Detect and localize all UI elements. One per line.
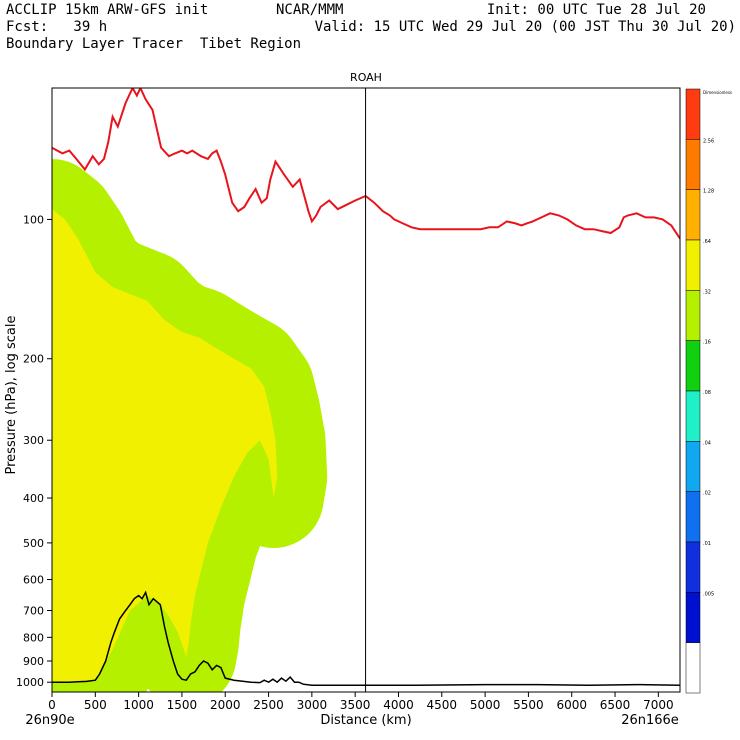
header-left-line3: Boundary Layer Tracer Tibet Region [6, 36, 302, 52]
y-tick-label: 500 [23, 537, 44, 550]
y-tick-label: 200 [23, 353, 44, 366]
chart-title: ROAH [350, 71, 382, 84]
x-tick-label: 7000 [643, 698, 674, 712]
x-tick-label: 500 [84, 698, 107, 712]
x-tick-label: 1500 [167, 698, 198, 712]
colorbar-label: .01 [703, 541, 711, 547]
x-end-label: 26n166e [621, 713, 679, 728]
colorbar-swatch [685, 88, 701, 140]
x-tick-label: 1000 [123, 698, 154, 712]
x-tick-label: 3500 [340, 698, 371, 712]
x-start-label: 26n90e [25, 713, 74, 728]
x-tick-label: 6500 [600, 698, 631, 712]
tracer-contours [52, 159, 328, 692]
y-tick-label: 100 [23, 213, 44, 226]
y-tick-label: 700 [23, 605, 44, 618]
colorbar-label: .16 [703, 340, 711, 346]
x-tick-label: 5500 [513, 698, 544, 712]
y-tick-label: 900 [23, 655, 44, 668]
colorbar-label: .32 [703, 289, 711, 295]
colorbar-swatch [685, 239, 701, 291]
y-tick-label: 800 [23, 631, 44, 644]
tracer-band-1.28 [52, 159, 328, 692]
colorbar-label: .005 [703, 591, 714, 597]
x-tick-label: 4500 [427, 698, 458, 712]
plot-frame [51, 87, 681, 693]
y-tick-label: 1000 [16, 676, 44, 689]
header-valid: Valid: 15 UTC Wed 29 Jul 20 (00 JST Thu … [314, 19, 736, 35]
colorbar-swatch [685, 642, 701, 694]
colorbar-swatch [685, 592, 701, 643]
y-tick-label: 400 [23, 492, 44, 505]
chart-lines [52, 88, 680, 692]
colorbar-label: .64 [703, 239, 711, 245]
colorbar-swatch [685, 541, 701, 593]
colorbar-swatch [685, 139, 701, 190]
header-center: NCAR/MMM [276, 2, 344, 18]
header-left-line1: ACCLIP 15km ARW-GFS init [6, 2, 209, 18]
colorbar-swatch [685, 290, 701, 341]
colorbar-label: .08 [703, 390, 711, 396]
colorbar-label: .04 [703, 440, 711, 446]
x-tick-label: 3000 [297, 698, 328, 712]
colorbar-swatch [685, 441, 701, 492]
x-tick-label: 0 [48, 698, 56, 712]
x-axis-label: Distance (km) [320, 713, 411, 728]
y-tick-label: 300 [23, 434, 44, 447]
colorbar-swatch [685, 491, 701, 543]
x-tick-label: 5000 [470, 698, 501, 712]
header-left-line2: Fcst: 39 h [6, 19, 108, 35]
colorbar-label: 2.56 [703, 138, 714, 144]
tropopause-line [52, 88, 680, 240]
terrain-line [52, 590, 680, 686]
colorbar-label: 1.28 [703, 189, 714, 195]
colorbar: Dimensionless 2.56 1.28 .64 .32 .16 .08 .04 .02.… [685, 88, 732, 694]
x-tick-label: 2000 [210, 698, 241, 712]
colorbar-label: .02 [703, 491, 711, 497]
x-tick-label: 2500 [253, 698, 284, 712]
x-tick-label: 6000 [556, 698, 587, 712]
header-init: Init: 00 UTC Tue 28 Jul 20 [486, 2, 706, 18]
y-tick-label: 600 [23, 574, 44, 587]
axes: 0 500 1000 1500 2000 2500 3000 3500 4000 4500 5000… [16, 213, 674, 712]
x-tick-label: 4000 [383, 698, 414, 712]
colorbar-swatch [685, 390, 701, 442]
colorbar-swatch [685, 340, 701, 392]
colorbar-swatch [685, 189, 701, 241]
colorbar-label: Dimensionless [703, 90, 732, 95]
y-axis-label: Pressure (hPa), log scale [4, 316, 19, 475]
